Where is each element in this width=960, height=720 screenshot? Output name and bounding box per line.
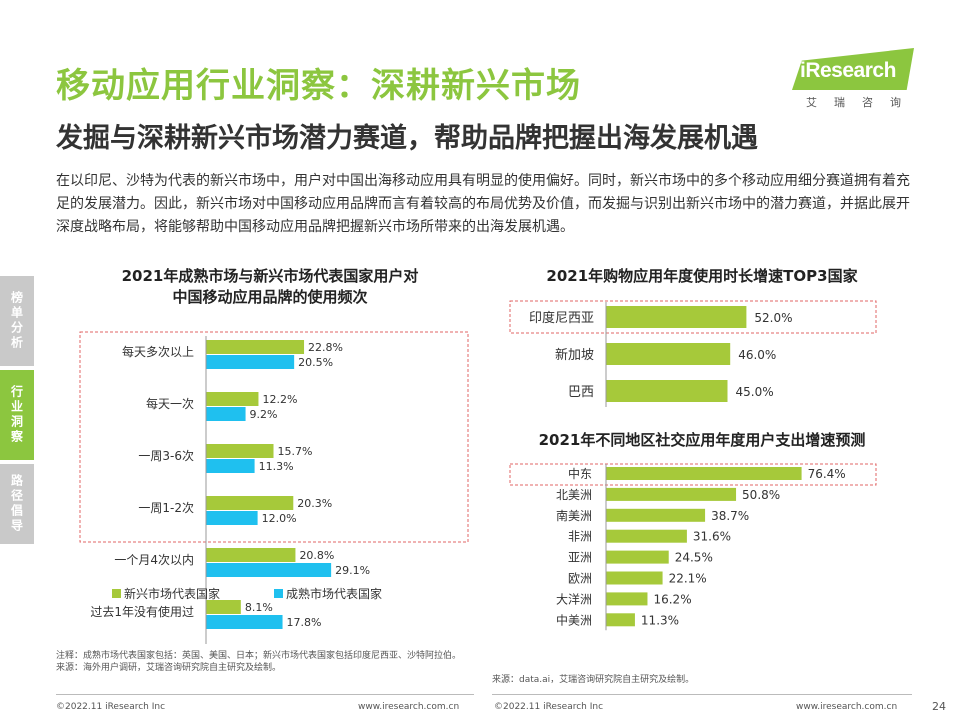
- chart1-category-label: 过去1年没有使用过: [90, 604, 194, 619]
- chart1-bar: [206, 563, 332, 577]
- note-text: 注释：成熟市场代表国家包括：英国、美国、日本；新兴市场代表国家包括印度尼西亚、沙…: [56, 651, 462, 661]
- chart1-category-label: 一周3-6次: [138, 449, 194, 463]
- chart3-value-label: 11.3%: [641, 613, 679, 627]
- chart2-bar: [606, 380, 728, 402]
- chart1-bar: [206, 459, 255, 473]
- chart2-value-label: 45.0%: [736, 385, 774, 399]
- chart3-bar: [606, 613, 635, 627]
- chart2-bar: [606, 343, 731, 365]
- chart3-bar: [606, 550, 669, 564]
- chart1-bar: [206, 340, 305, 354]
- footer-copyright-right: ©2022.11 iResearch Inc: [494, 702, 604, 712]
- footnote-left: 注释：成熟市场代表国家包括：英国、美国、日本；新兴市场代表国家包括印度尼西亚、沙…: [56, 650, 476, 674]
- chart1-title: 2021年成熟市场与新兴市场代表国家用户对 中国移动应用品牌的使用频次: [60, 266, 480, 308]
- chart1-value-label: 20.8%: [299, 549, 334, 562]
- page-subtitle: 发掘与深耕新兴市场潜力赛道，帮助品牌把握出海发展机遇: [56, 123, 758, 154]
- chart3-category-label: 欧洲: [568, 572, 592, 586]
- chart1-value-label: 11.3%: [259, 460, 294, 473]
- chart1-bar: [206, 511, 258, 525]
- chart3-bar: [606, 529, 687, 543]
- chart1-bar: [206, 548, 296, 562]
- chart3-value-label: 16.2%: [653, 592, 691, 606]
- chart3-title: 2021年不同地区社交应用年度用户支出增速预测: [538, 431, 866, 449]
- page-number: 24: [932, 700, 946, 713]
- chart3-category-label: 中美洲: [556, 612, 592, 627]
- chart3-value-label: 38.7%: [711, 509, 749, 523]
- chart1-bar: [206, 496, 294, 510]
- chart1-category-label: 一个月4次以内: [114, 553, 194, 567]
- chart1-value-label: 15.7%: [278, 445, 313, 458]
- chart3-bar: [606, 508, 706, 522]
- chart1-value-label: 29.1%: [335, 564, 370, 577]
- chart2-highlight-box: [509, 300, 877, 334]
- source-right: 来源：data.ai，艾瑞咨询研究院自主研究及绘制。: [492, 675, 695, 685]
- logo-text: iResearch: [800, 59, 896, 82]
- chart3-value-label: 24.5%: [675, 551, 713, 565]
- chart2-category-label: 巴西: [568, 385, 594, 400]
- chart1-value-label: 17.8%: [287, 616, 322, 629]
- footer-divider-right: [492, 694, 912, 695]
- chart2-category-label: 印度尼西亚: [529, 310, 594, 326]
- chart1-value-label: 8.1%: [245, 601, 273, 614]
- chart1-legend-swatch: [274, 589, 283, 598]
- chart1-bar: [206, 355, 295, 369]
- chart1-category-label: 每天一次: [146, 396, 194, 411]
- chart2-value-label: 52.0%: [754, 311, 792, 325]
- chart1-bar: [206, 444, 274, 458]
- footer-website-right[interactable]: www.iresearch.com.cn: [796, 702, 898, 712]
- chart1-category-label: 一周1-2次: [138, 501, 194, 515]
- footer-website-left[interactable]: www.iresearch.com.cn: [358, 702, 460, 712]
- chart3-value-label: 22.1%: [669, 572, 707, 586]
- chart1-highlight-box: [79, 331, 469, 543]
- sidenav-tab-insight[interactable]: 行业洞察: [0, 370, 34, 460]
- chart3-bar: [606, 592, 648, 606]
- chart3-category-label: 非洲: [568, 530, 592, 544]
- chart2-value-label: 46.0%: [738, 348, 776, 362]
- chart1-category-label: 每天多次以上: [122, 344, 194, 359]
- chart3-category-label: 中东: [568, 466, 592, 481]
- chart3-value-label: 50.8%: [742, 488, 780, 502]
- chart3-value-label: 76.4%: [808, 467, 846, 481]
- chart1-legend-swatch: [112, 589, 121, 598]
- chart3-category-label: 大洋洲: [556, 591, 592, 606]
- chart3-bar: [606, 487, 737, 501]
- chart1-title-line-2: 中国移动应用品牌的使用频次: [172, 288, 368, 306]
- source-left: 来源：海外用户调研，艾瑞咨询研究院自主研究及绘制。: [56, 663, 282, 673]
- chart1-bar: [206, 407, 246, 421]
- chart1-legend-label: 新兴市场代表国家: [124, 586, 220, 601]
- chart1-bar: [206, 600, 241, 614]
- intro-paragraph: 在以印尼、沙特为代表的新兴市场中，用户对中国出海移动应用具有明显的使用偏好。同时…: [56, 173, 910, 235]
- footer-divider-left: [56, 694, 474, 695]
- chart3-bar: [606, 571, 663, 585]
- iresearch-logo: iResearch 艾瑞咨询: [792, 48, 918, 109]
- chart3-category-label: 北美洲: [556, 488, 592, 502]
- chart1-value-label: 12.2%: [262, 393, 297, 406]
- chart2-category-label: 新加坡: [555, 347, 594, 363]
- chart3-value-label: 31.6%: [693, 530, 731, 544]
- chart1-bar: [206, 615, 283, 629]
- logo-cn-text: 艾瑞咨询: [806, 96, 918, 109]
- chart1-value-label: 12.0%: [262, 512, 297, 525]
- chart1-bar: [206, 392, 259, 406]
- page-title: 移动应用行业洞察：深耕新兴市场: [56, 66, 581, 106]
- chart1-title-line-1: 2021年成熟市场与新兴市场代表国家用户对: [121, 267, 419, 285]
- sidenav-tab-path[interactable]: 路径倡导: [0, 464, 34, 544]
- chart3-category-label: 亚洲: [568, 551, 592, 565]
- chart1-value-label: 9.2%: [250, 408, 278, 421]
- footer-copyright-left: ©2022.11 iResearch Inc: [56, 702, 166, 712]
- chart2-title: 2021年购物应用年度使用时长增速TOP3国家: [546, 267, 858, 285]
- chart1-value-label: 22.8%: [308, 341, 343, 354]
- chart3-bar: [606, 467, 802, 480]
- chart1-value-label: 20.5%: [298, 356, 333, 369]
- chart3-category-label: 南美洲: [556, 508, 592, 523]
- chart1-value-label: 20.3%: [297, 497, 332, 510]
- chart3-highlight-box: [509, 463, 877, 486]
- sidenav-tab-ranking[interactable]: 榜单分析: [0, 276, 34, 366]
- chart2-bar: [606, 306, 747, 328]
- chart1-legend-label: 成熟市场代表国家: [286, 586, 382, 601]
